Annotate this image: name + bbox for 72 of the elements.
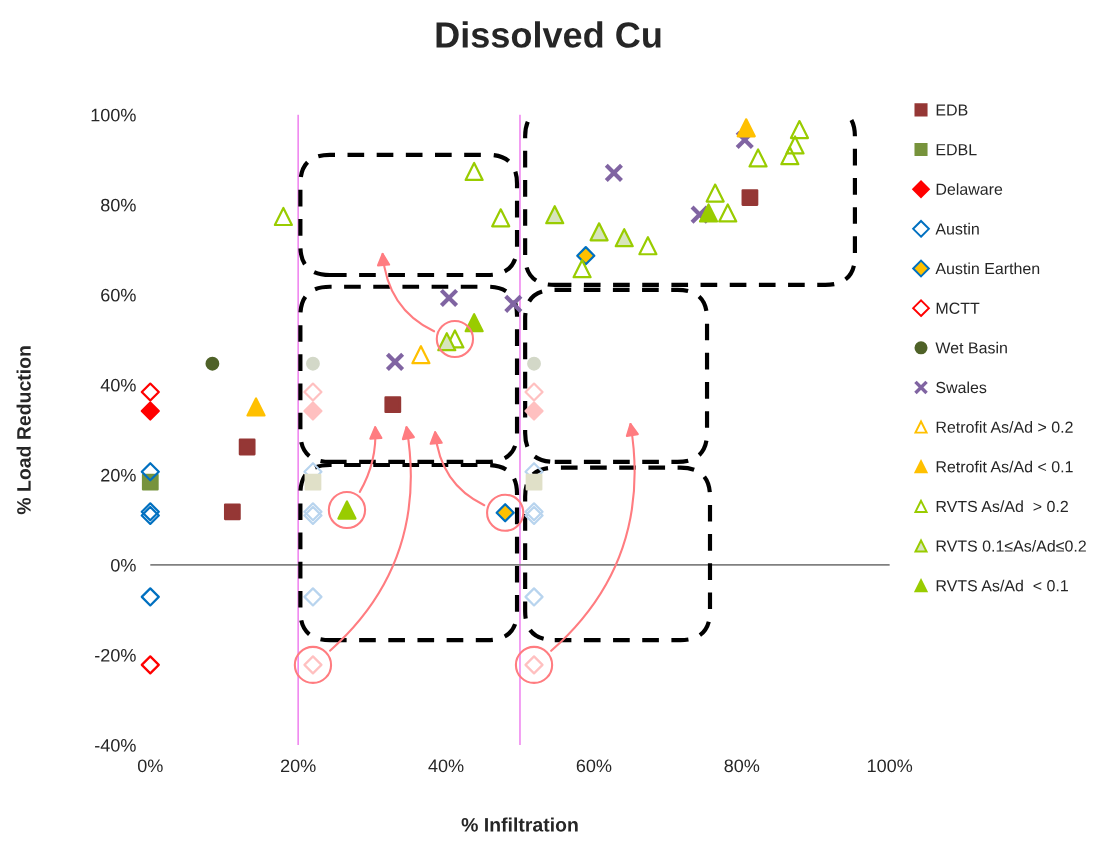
legend-label: EDBL <box>936 144 977 156</box>
point <box>527 356 541 371</box>
legend-label: RVTS As/Ad < 0.1 <box>936 579 1068 592</box>
legend-label: MCTT <box>936 302 980 314</box>
point <box>140 587 160 607</box>
point <box>273 206 293 227</box>
point <box>780 146 800 166</box>
point <box>524 401 544 421</box>
x-tick-label: 20% <box>281 759 316 773</box>
y-tick-label: 20% <box>101 468 136 482</box>
x-tick-label: 40% <box>428 759 464 773</box>
legend-label: Retrofit As/Ad > 0.2 <box>936 421 1073 433</box>
point <box>303 401 323 421</box>
y-tick-label: 100% <box>91 108 136 122</box>
point <box>525 473 543 491</box>
point <box>748 148 768 168</box>
legend-label: Austin Earthen <box>935 262 1040 275</box>
point <box>741 189 759 206</box>
x-tick-label: 100% <box>867 759 913 773</box>
point <box>304 473 322 491</box>
point <box>140 655 160 675</box>
legend-label: RVTS 0.1≤As/Ad≤0.2 <box>936 540 1086 552</box>
point <box>698 203 719 223</box>
point <box>385 352 405 372</box>
point <box>205 356 220 371</box>
point <box>246 397 266 417</box>
legend-label: Swales <box>936 381 987 394</box>
y-tick-label: 80% <box>101 198 136 212</box>
y-axis-title: % Load Reduction <box>16 346 31 515</box>
point <box>705 183 725 203</box>
y-tick-label: -20% <box>95 648 136 662</box>
point <box>411 345 431 365</box>
point <box>464 161 484 182</box>
point <box>589 222 609 242</box>
x-axis-title: % Infiltration <box>461 817 578 832</box>
point <box>223 503 241 521</box>
x-tick-label: 60% <box>576 759 612 773</box>
point <box>545 205 565 225</box>
point <box>384 396 402 414</box>
point <box>789 119 810 140</box>
y-tick-label: 0% <box>111 558 136 572</box>
point <box>638 236 658 256</box>
point <box>572 259 592 279</box>
legend-label: RVTS As/Ad > 0.2 <box>936 500 1068 513</box>
legend-label: Retrofit As/Ad < 0.1 <box>936 460 1073 473</box>
x-tick-label: 0% <box>137 759 163 773</box>
legend-label: EDB <box>936 104 968 116</box>
point <box>604 163 624 183</box>
point <box>439 288 459 308</box>
point <box>238 438 256 456</box>
point <box>303 587 323 607</box>
point <box>464 313 484 333</box>
point <box>140 462 160 482</box>
point <box>140 401 160 421</box>
chart-title: Dissolved Cu <box>436 21 661 48</box>
point <box>614 228 634 248</box>
point <box>785 135 805 155</box>
legend-label: Delaware <box>936 183 1003 195</box>
legend-label: Austin <box>935 222 979 235</box>
point <box>503 294 524 314</box>
point <box>736 118 756 138</box>
point <box>491 208 511 228</box>
y-tick-label: 60% <box>101 288 136 302</box>
x-tick-label: 80% <box>724 759 760 773</box>
point <box>524 587 544 607</box>
point <box>306 356 320 371</box>
point <box>735 130 755 150</box>
y-tick-label: -40% <box>95 738 136 752</box>
point <box>718 203 738 223</box>
y-tick-label: 40% <box>100 378 136 392</box>
legend-label: Wet Basin <box>935 341 1007 354</box>
point <box>140 382 160 402</box>
